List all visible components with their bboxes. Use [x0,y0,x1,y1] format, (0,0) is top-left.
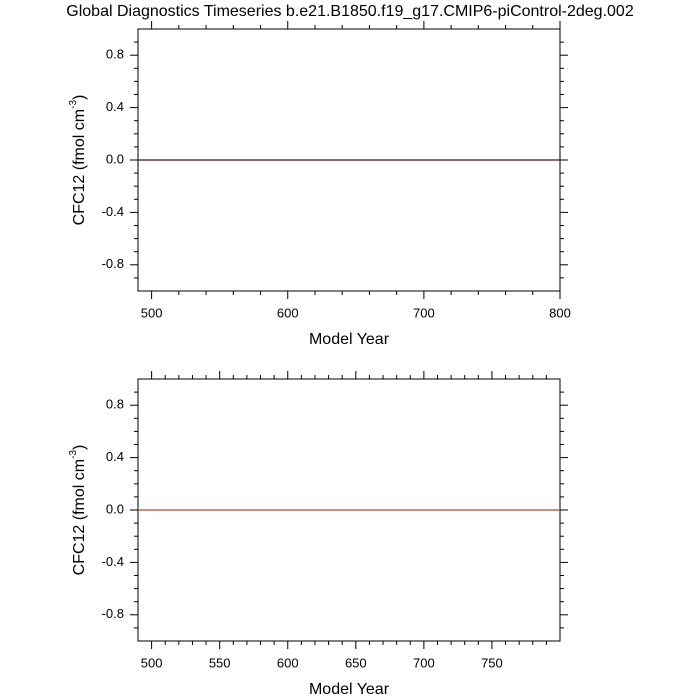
x-tick-label: 500 [141,305,163,320]
x-tick-label: 500 [141,655,163,670]
x-tick-label: 650 [345,655,367,670]
y-tick-label: -0.8 [102,256,124,271]
y-tick-label: 0.4 [106,449,124,464]
y-axis-label: CFC12 (fmol cm-3) [68,95,89,226]
x-axis-label: Model Year [309,681,390,698]
y-axis-label-text: CFC12 (fmol cm [71,459,88,575]
x-tick-label: 800 [549,305,571,320]
x-tick-label: 600 [277,305,299,320]
x-tick-label: 600 [277,655,299,670]
y-tick-label: -0.4 [102,204,124,219]
y-tick-label: 0.4 [106,99,124,114]
x-tick-label: 700 [413,305,435,320]
x-axis-label: Model Year [309,331,390,348]
y-axis-label-sup: -3 [68,450,79,459]
y-tick-label: 0.0 [106,151,124,166]
y-tick-label: 0.8 [106,397,124,412]
y-axis-label-close: ) [71,95,88,100]
x-tick-label: 750 [481,655,503,670]
y-tick-label: -0.4 [102,554,124,569]
y-axis-label-sup: -3 [68,100,79,109]
y-tick-label: 0.0 [106,501,124,516]
x-tick-label: 550 [209,655,231,670]
y-tick-label: 0.8 [106,47,124,62]
title: Global Diagnostics Timeseries b.e21.B185… [66,3,634,20]
x-tick-label: 700 [413,655,435,670]
y-axis-label-close: ) [71,445,88,450]
y-axis-label: CFC12 (fmol cm-3) [68,445,89,576]
y-tick-label: -0.8 [102,606,124,621]
y-axis-label-text: CFC12 (fmol cm [71,109,88,225]
